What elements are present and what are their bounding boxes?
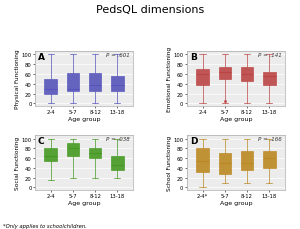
Text: C: C bbox=[38, 137, 45, 146]
Y-axis label: Emotional Functioning: Emotional Functioning bbox=[167, 46, 172, 111]
Text: P = .141: P = .141 bbox=[258, 53, 282, 58]
PathPatch shape bbox=[89, 74, 101, 92]
Text: *Only applies to schoolchildren.: *Only applies to schoolchildren. bbox=[3, 223, 87, 228]
Text: P = .038: P = .038 bbox=[106, 137, 130, 142]
Y-axis label: School Functioning: School Functioning bbox=[167, 135, 172, 190]
PathPatch shape bbox=[89, 149, 101, 158]
X-axis label: Age group: Age group bbox=[220, 116, 252, 121]
PathPatch shape bbox=[219, 153, 231, 174]
PathPatch shape bbox=[196, 70, 209, 85]
PathPatch shape bbox=[219, 67, 231, 79]
PathPatch shape bbox=[44, 79, 57, 94]
Text: B: B bbox=[190, 53, 197, 62]
PathPatch shape bbox=[111, 156, 124, 171]
Text: D: D bbox=[190, 137, 197, 146]
PathPatch shape bbox=[67, 144, 79, 156]
Y-axis label: Social Functioning: Social Functioning bbox=[15, 136, 20, 189]
PathPatch shape bbox=[263, 151, 275, 168]
PathPatch shape bbox=[241, 67, 253, 82]
PathPatch shape bbox=[111, 77, 124, 92]
PathPatch shape bbox=[44, 149, 57, 161]
Text: A: A bbox=[38, 53, 45, 62]
Text: P = .166: P = .166 bbox=[258, 137, 282, 142]
Text: PedsQL dimensions: PedsQL dimensions bbox=[96, 5, 204, 14]
X-axis label: Age group: Age group bbox=[220, 200, 252, 205]
Text: P = .601: P = .601 bbox=[106, 53, 130, 58]
Y-axis label: Physical Functioning: Physical Functioning bbox=[15, 49, 20, 109]
X-axis label: Age group: Age group bbox=[68, 200, 100, 205]
PathPatch shape bbox=[241, 151, 253, 171]
PathPatch shape bbox=[263, 72, 275, 85]
PathPatch shape bbox=[67, 74, 79, 92]
PathPatch shape bbox=[196, 149, 209, 172]
X-axis label: Age group: Age group bbox=[68, 116, 100, 121]
